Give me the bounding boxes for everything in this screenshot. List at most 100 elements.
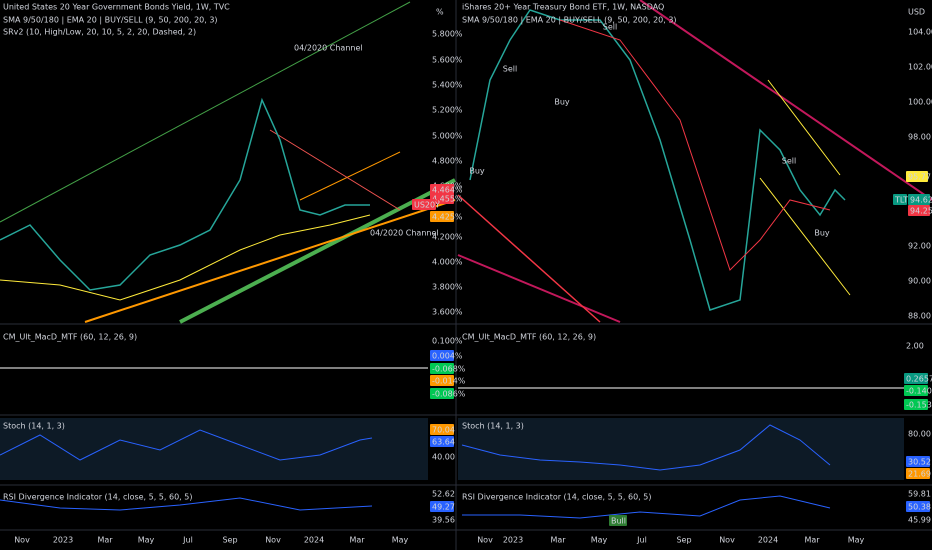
time-axis-label: May	[392, 536, 409, 545]
signal-label: Buy	[554, 98, 570, 107]
stoch-band	[458, 418, 904, 480]
price-axis-label: 100.00	[908, 98, 932, 107]
indicator-label: SRv2 (10, High/Low, 20, 10, 5, 2, 20, Da…	[3, 28, 196, 37]
time-axis-label: Nov	[477, 536, 493, 545]
macd-axis-label: -0.086%	[432, 390, 466, 399]
time-axis-label: Nov	[719, 536, 735, 545]
time-axis-label: May	[138, 536, 155, 545]
pane-title: Stoch (14, 1, 3)	[462, 422, 524, 431]
price-badge-bg	[906, 171, 928, 182]
macd-axis-label-bg	[904, 373, 928, 384]
indicator-label: SMA 9/50/180 | EMA 20 | BUY/SELL (9, 50,…	[3, 16, 218, 25]
time-axis-label: May	[591, 536, 608, 545]
time-axis-label: 2023	[503, 536, 523, 545]
macd-axis-label: -0.068%	[432, 365, 466, 374]
macd-axis-label-bg	[430, 388, 454, 399]
macd-axis-label-bg	[904, 399, 928, 410]
rsi-axis-label: 52.62	[432, 490, 455, 499]
trend-line	[639, 0, 932, 201]
price-axis-label: 3.600%	[432, 308, 463, 317]
macd-axis-label-bg	[430, 375, 454, 386]
time-axis-label: 2024	[304, 536, 324, 545]
trend-line	[84, 199, 456, 323]
macd-axis-label: -0.014%	[432, 377, 466, 386]
time-axis-label: Nov	[265, 536, 281, 545]
macd-axis-label: -0.1405	[906, 387, 932, 396]
stoch-axis-label: 63.64	[432, 438, 455, 447]
time-axis-label: Mar	[349, 536, 365, 545]
stoch-band	[0, 418, 428, 480]
price-axis-label: 3.800%	[432, 283, 463, 292]
price-badge: 95.77	[908, 173, 931, 182]
rsi-axis-label: 39.56	[432, 516, 455, 525]
stoch-axis-label-bg	[430, 436, 454, 447]
trend-line	[457, 254, 621, 323]
rsi-axis-label: 49.27	[432, 503, 455, 512]
price-badge-bg	[430, 211, 454, 222]
stoch-axis-label: 30.52	[908, 458, 931, 467]
rsi-line	[0, 497, 373, 511]
price-axis-label: 98.00	[908, 133, 931, 142]
price-axis-label: 5.000%	[432, 132, 463, 141]
trend-line	[457, 194, 601, 323]
channel-line	[179, 178, 456, 324]
price-axis-label: 4.000%	[432, 258, 463, 267]
chart-title: United States 20 Year Government Bonds Y…	[3, 3, 230, 12]
price-axis-label: 88.00	[908, 312, 931, 321]
price-path	[469, 9, 846, 311]
rsi-axis-label: 45.99	[908, 516, 931, 525]
time-axis-label: Nov	[14, 536, 30, 545]
stoch-line	[0, 429, 373, 461]
pane-title: CM_Ult_MacD_MTF (60, 12, 26, 9)	[462, 333, 596, 342]
macd-axis-label: 0.004%	[432, 352, 463, 361]
macd-axis-label-bg	[430, 363, 454, 374]
time-axis-label: Jul	[182, 536, 193, 545]
rsi-axis-label: 59.81	[908, 490, 931, 499]
ema-line	[559, 19, 831, 271]
stoch-axis-label: 40.00	[432, 453, 455, 462]
scale-button: %	[436, 8, 444, 17]
price-badge-bg	[430, 184, 454, 195]
channel-label: 04/2020 Channel	[294, 44, 363, 53]
signal-label: Buy	[469, 167, 485, 176]
macd-axis-label: -0.1533	[906, 401, 932, 410]
time-axis-label: Mar	[804, 536, 820, 545]
time-axis-label: 2024	[758, 536, 778, 545]
scale-button: USD	[908, 8, 925, 17]
trend-line	[299, 151, 401, 201]
signal-label: Buy	[814, 229, 830, 238]
price-badge: TLT	[894, 196, 908, 205]
signal-label: Sell	[503, 65, 517, 74]
price-axis-label: 4.800%	[432, 157, 463, 166]
stoch-line	[461, 424, 831, 471]
price-badge-bg	[893, 194, 907, 205]
trend-line	[767, 79, 841, 176]
price-badge-bg	[412, 199, 436, 210]
price-axis-label: 5.200%	[432, 106, 463, 115]
price-axis-label: 4.200%	[432, 233, 463, 242]
price-badge-bg	[908, 205, 930, 216]
rsi-axis-label-bg	[906, 501, 930, 512]
price-badge: 4.425%	[432, 213, 463, 222]
channel-line	[0, 1, 411, 223]
trend-line	[759, 177, 851, 296]
price-badge: 94.25	[910, 207, 932, 216]
price-badge: 94.62	[910, 196, 932, 205]
channel-label: 04/2020 Channel	[370, 229, 439, 238]
time-axis-label: 2023	[53, 536, 73, 545]
time-axis-label: Mar	[550, 536, 566, 545]
rsi-line	[462, 495, 831, 519]
chart-title: iShares 20+ Year Treasury Bond ETF, 1W, …	[462, 3, 664, 12]
price-axis-label: 5.400%	[432, 81, 463, 90]
macd-axis-label: 0.100%	[432, 337, 463, 346]
macd-axis-label-bg	[430, 350, 454, 361]
stoch-axis-label-bg	[906, 468, 930, 479]
stoch-axis-label: 21.69	[908, 470, 931, 479]
pane-title: CM_Ult_MacD_MTF (60, 12, 26, 9)	[3, 333, 137, 342]
divergence-label: Bull	[611, 517, 626, 526]
signal-label: Sell	[782, 157, 796, 166]
pane-title: RSI Divergence Indicator (14, close, 5, …	[462, 493, 651, 502]
time-axis-label: May	[848, 536, 865, 545]
